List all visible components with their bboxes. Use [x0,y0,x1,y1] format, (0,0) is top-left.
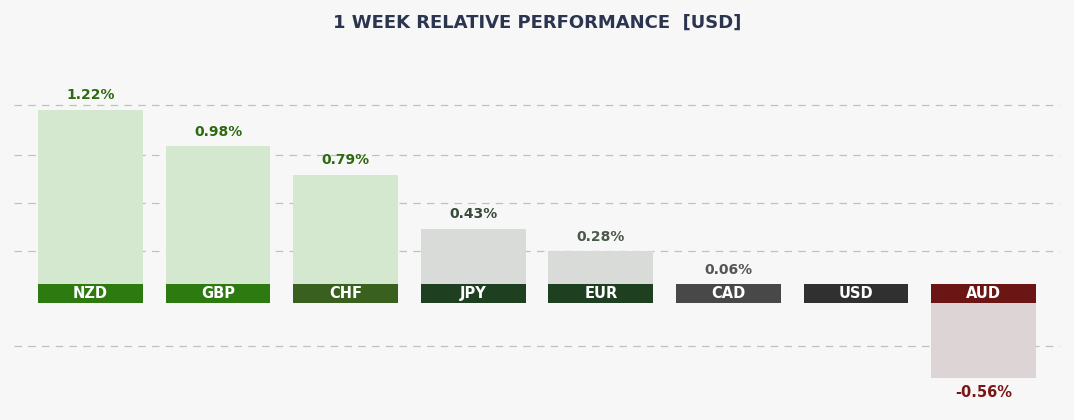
Text: JPY: JPY [460,286,487,301]
Title: 1 WEEK RELATIVE PERFORMANCE  [USD]: 1 WEEK RELATIVE PERFORMANCE [USD] [333,14,741,32]
Text: GBP: GBP [201,286,235,301]
Bar [165,284,271,303]
Text: NZD: NZD [73,286,108,301]
Bar [549,284,653,303]
Text: 0.43%: 0.43% [449,207,497,221]
Text: 0.98%: 0.98% [194,125,242,139]
Text: CAD: CAD [711,286,745,301]
Bar [803,284,909,303]
Bar [931,294,1035,378]
Text: 0.79%: 0.79% [321,153,369,167]
Text: CHF: CHF [329,286,362,301]
Text: -0.56%: -0.56% [955,385,1012,400]
Text: AUD: AUD [966,286,1001,301]
Bar [293,284,398,303]
Text: 0.28%: 0.28% [577,230,625,244]
Bar [676,284,781,303]
Text: 1.22%: 1.22% [67,89,115,102]
Bar [549,251,653,294]
Bar [421,229,525,294]
Text: EUR: EUR [584,286,618,301]
Bar [293,175,398,294]
Bar [165,146,271,294]
Text: 0.06%: 0.06% [705,263,753,277]
Bar [39,110,143,294]
Text: USD: USD [839,286,873,301]
Bar [676,284,781,294]
Bar [39,284,143,303]
Bar [931,284,1035,303]
Bar [421,284,525,303]
